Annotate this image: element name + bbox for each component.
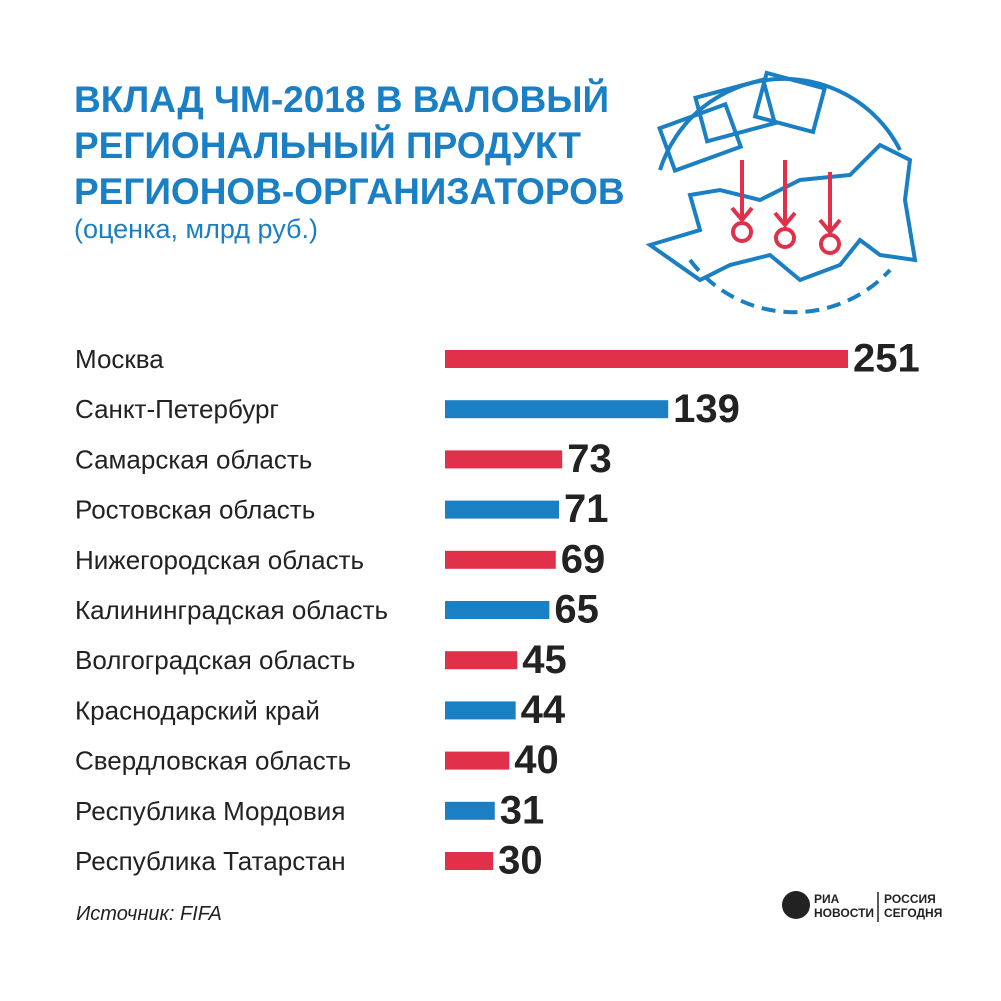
category-label: Калининградская область [75, 595, 388, 625]
chart-subtitle: (оценка, млрд руб.) [74, 214, 318, 244]
category-label: Самарская область [75, 444, 312, 474]
bar [445, 550, 556, 569]
bar [445, 751, 510, 770]
category-label: Республика Мордовия [75, 796, 345, 826]
value-label: 31 [500, 788, 545, 832]
bar [445, 601, 550, 619]
category-label: Москва [75, 344, 164, 374]
source: Источник: FIFA [76, 903, 222, 925]
logo-text: РОССИЯ [884, 892, 936, 906]
icon-banknote [657, 101, 744, 174]
value-label: 69 [561, 537, 606, 581]
value-label: 139 [673, 387, 740, 431]
category-label: Краснодарский край [75, 695, 320, 725]
category-label: Санкт-Петербург [75, 394, 279, 424]
logo-text: СЕГОДНЯ [884, 906, 942, 920]
value-label: 71 [564, 487, 609, 531]
bar [445, 801, 495, 820]
category-label: Ростовская область [75, 495, 315, 525]
bar [445, 450, 563, 469]
category-label: Свердловская область [75, 746, 351, 776]
icon-arrows [730, 160, 842, 255]
value-label: 251 [853, 337, 920, 381]
icon-banknote [693, 77, 778, 144]
bar [445, 651, 518, 670]
bar [445, 350, 848, 368]
logo-mark [782, 891, 810, 919]
value-label: 44 [521, 688, 566, 732]
icon-banknote [752, 70, 828, 135]
value-label: 30 [498, 839, 543, 883]
icon-arc [688, 258, 892, 315]
icon-arc [658, 76, 902, 171]
chart-title: ВКЛАД ЧМ-2018 В ВАЛОВЫЙ [74, 78, 609, 120]
value-label: 40 [514, 738, 559, 782]
icon-map [645, 142, 918, 283]
category-label: Волгоградская область [75, 645, 355, 675]
logo-text: РИА [814, 892, 840, 906]
category-label: Нижегородская область [75, 545, 364, 575]
logo-text: НОВОСТИ [814, 906, 874, 920]
value-label: 73 [567, 437, 612, 481]
category-label: Республика Татарстан [75, 846, 346, 876]
bar [445, 701, 516, 720]
value-label: 65 [554, 588, 599, 632]
chart-title: РЕГИОНАЛЬНЫЙ ПРОДУКТ [74, 124, 581, 166]
bar [445, 500, 559, 519]
bar [445, 400, 669, 419]
bar [445, 852, 494, 870]
value-label: 45 [522, 638, 567, 682]
header-icon [645, 70, 918, 315]
chart-title: РЕГИОНОВ-ОРГАНИЗАТОРОВ [74, 171, 625, 212]
